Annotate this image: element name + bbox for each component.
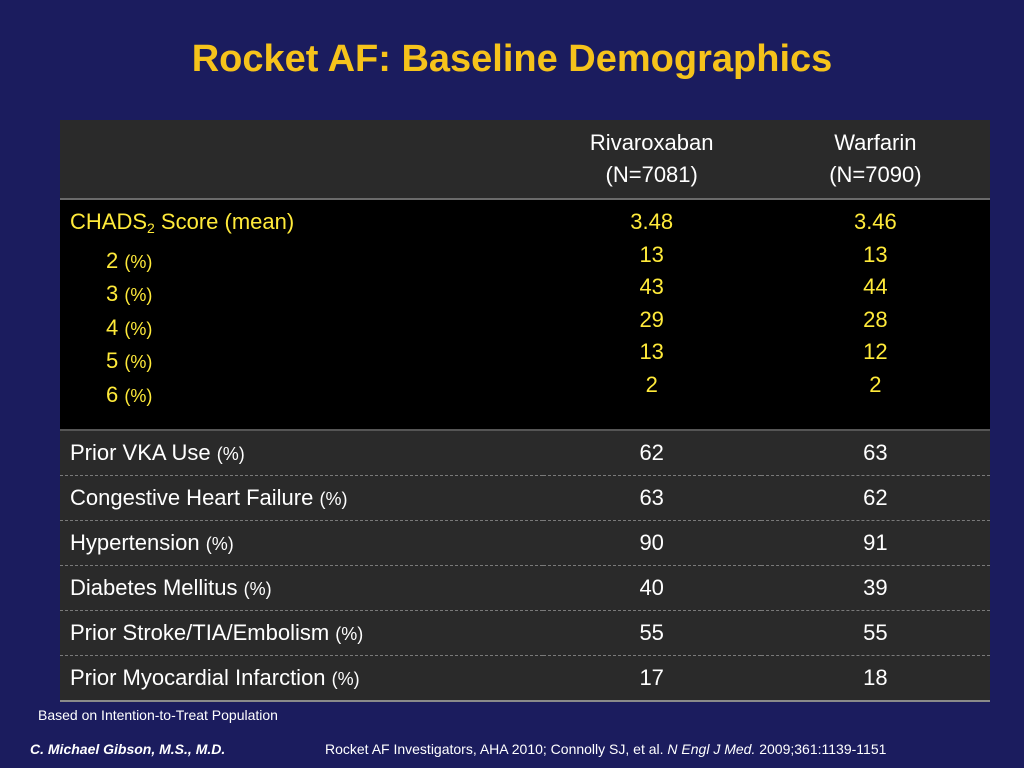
chads-2-b: 13 — [863, 241, 888, 267]
row-value-rivaroxaban: 90 — [542, 520, 761, 566]
chads-warfarin-values: 3.46 13 44 28 12 2 — [760, 199, 990, 431]
chads-mean-a: 3.48 — [630, 209, 674, 234]
table-header-row: Rivaroxaban (N=7081) Warfarin (N=7090) — [60, 120, 990, 200]
table-row: Diabetes Mellitus (%) 40 39 — [60, 565, 990, 611]
chads-4-a: 29 — [639, 306, 664, 332]
chads-2-a: 13 — [639, 241, 664, 267]
chads-score-4-label: 4 (%) — [106, 314, 153, 340]
row-label: Prior VKA Use (%) — [60, 429, 543, 476]
row-value-warfarin: 91 — [760, 520, 990, 566]
header-rivaroxaban-n: (N=7081) — [605, 162, 698, 187]
chads-6-b: 2 — [869, 371, 882, 397]
slide-title: Rocket AF: Baseline Demographics — [191, 38, 833, 80]
row-value-warfarin: 63 — [760, 429, 990, 476]
chads-labels: CHADS2 Score (mean) 2 (%) 3 (%) 4 (%) 5 … — [60, 199, 543, 431]
row-value-rivaroxaban: 40 — [542, 565, 761, 611]
row-value-rivaroxaban: 17 — [542, 655, 761, 702]
row-value-warfarin: 18 — [760, 655, 990, 702]
row-value-rivaroxaban: 63 — [542, 475, 761, 521]
chads-score-6-label: 6 (%) — [106, 381, 153, 407]
header-warfarin: Warfarin (N=7090) — [760, 120, 990, 200]
chads-6-a: 2 — [645, 371, 658, 397]
table-row: Prior Stroke/TIA/Embolism (%) 55 55 — [60, 610, 990, 656]
chads-5-a: 13 — [639, 339, 664, 365]
row-value-rivaroxaban: 55 — [542, 610, 761, 656]
row-label: Diabetes Mellitus (%) — [60, 565, 543, 611]
header-warfarin-n: (N=7090) — [829, 162, 922, 187]
table-row: Prior VKA Use (%) 62 63 — [60, 429, 990, 476]
header-rivaroxaban-name: Rivaroxaban — [589, 130, 714, 155]
chads-rivaroxaban-values: 3.48 13 43 29 13 2 — [542, 199, 761, 431]
row-label: Prior Myocardial Infarction (%) — [60, 655, 543, 702]
table-row: Congestive Heart Failure (%) 63 62 — [60, 475, 990, 521]
author: C. Michael Gibson, M.S., M.D. — [30, 741, 226, 757]
row-label: Prior Stroke/TIA/Embolism (%) — [60, 610, 543, 656]
row-label: Hypertension (%) — [60, 520, 543, 566]
chads-3-a: 43 — [639, 274, 664, 300]
footnote: Based on Intention-to-Treat Population — [38, 707, 278, 723]
row-value-warfarin: 62 — [760, 475, 990, 521]
header-warfarin-name: Warfarin — [834, 130, 917, 155]
table-row: Prior Myocardial Infarction (%) 17 18 — [60, 655, 990, 702]
header-blank-cell — [60, 120, 543, 200]
chads-score-3-label: 3 (%) — [106, 281, 153, 307]
table-row: Hypertension (%) 90 91 — [60, 520, 990, 566]
chads-mean-b: 3.46 — [853, 209, 897, 234]
row-value-warfarin: 55 — [760, 610, 990, 656]
chads-4-b: 28 — [863, 306, 888, 332]
demographics-table: Rivaroxaban (N=7081) Warfarin (N=7090) C… — [60, 120, 990, 702]
row-value-rivaroxaban: 62 — [542, 429, 761, 476]
row-label: Congestive Heart Failure (%) — [60, 475, 543, 521]
chads-score-5-label: 5 (%) — [106, 348, 153, 374]
chads-score-row: CHADS2 Score (mean) 2 (%) 3 (%) 4 (%) 5 … — [60, 199, 990, 431]
chads-label: CHADS2 Score (mean) — [70, 209, 295, 236]
chads-3-b: 44 — [863, 274, 888, 300]
header-rivaroxaban: Rivaroxaban (N=7081) — [542, 120, 761, 200]
chads-score-2-label: 2 (%) — [106, 247, 153, 273]
citation: Rocket AF Investigators, AHA 2010; Conno… — [325, 741, 887, 757]
row-value-warfarin: 39 — [760, 565, 990, 611]
chads-5-b: 12 — [863, 339, 888, 365]
